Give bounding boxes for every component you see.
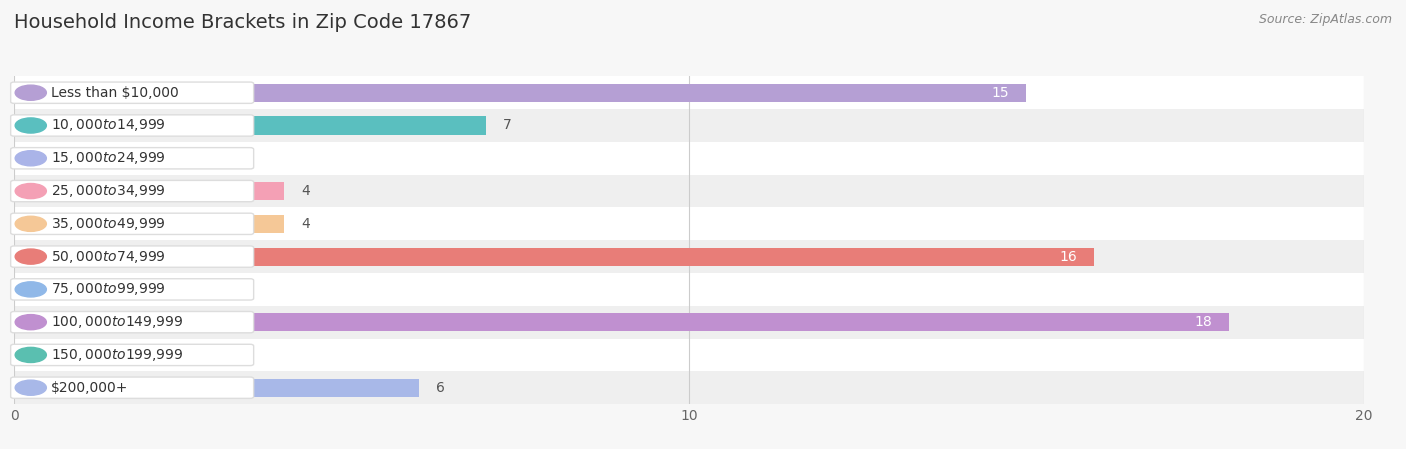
Text: $15,000 to $24,999: $15,000 to $24,999 bbox=[51, 150, 166, 166]
Bar bbox=[14, 175, 1364, 207]
Circle shape bbox=[15, 85, 46, 100]
Text: 0: 0 bbox=[31, 348, 39, 362]
Text: 7: 7 bbox=[503, 119, 512, 132]
Bar bbox=[14, 379, 419, 397]
Bar bbox=[14, 149, 149, 167]
Circle shape bbox=[15, 216, 46, 231]
Circle shape bbox=[15, 315, 46, 330]
Circle shape bbox=[15, 118, 46, 133]
Text: Source: ZipAtlas.com: Source: ZipAtlas.com bbox=[1258, 13, 1392, 26]
Text: 6: 6 bbox=[436, 381, 444, 395]
Bar bbox=[14, 346, 20, 364]
Bar bbox=[14, 371, 1364, 404]
Text: $150,000 to $199,999: $150,000 to $199,999 bbox=[51, 347, 183, 363]
Bar bbox=[14, 280, 149, 299]
Text: $50,000 to $74,999: $50,000 to $74,999 bbox=[51, 249, 166, 264]
Circle shape bbox=[15, 249, 46, 264]
FancyBboxPatch shape bbox=[11, 148, 253, 169]
Text: 2: 2 bbox=[166, 282, 174, 296]
Bar bbox=[14, 273, 1364, 306]
Bar bbox=[14, 247, 1094, 266]
Bar bbox=[14, 313, 1229, 331]
Text: $35,000 to $49,999: $35,000 to $49,999 bbox=[51, 216, 166, 232]
Text: 18: 18 bbox=[1194, 315, 1212, 329]
FancyBboxPatch shape bbox=[11, 213, 253, 234]
Text: Household Income Brackets in Zip Code 17867: Household Income Brackets in Zip Code 17… bbox=[14, 13, 471, 32]
FancyBboxPatch shape bbox=[11, 279, 253, 300]
Bar bbox=[14, 142, 1364, 175]
Text: 4: 4 bbox=[301, 217, 309, 231]
Bar bbox=[14, 76, 1364, 109]
FancyBboxPatch shape bbox=[11, 82, 253, 103]
FancyBboxPatch shape bbox=[11, 377, 253, 398]
Circle shape bbox=[15, 380, 46, 395]
FancyBboxPatch shape bbox=[11, 344, 253, 365]
Bar bbox=[14, 84, 1026, 102]
Circle shape bbox=[15, 184, 46, 198]
Text: 4: 4 bbox=[301, 184, 309, 198]
Text: $75,000 to $99,999: $75,000 to $99,999 bbox=[51, 282, 166, 297]
Circle shape bbox=[15, 151, 46, 166]
Text: $25,000 to $34,999: $25,000 to $34,999 bbox=[51, 183, 166, 199]
Text: $100,000 to $149,999: $100,000 to $149,999 bbox=[51, 314, 183, 330]
Bar bbox=[14, 116, 486, 135]
Text: $10,000 to $14,999: $10,000 to $14,999 bbox=[51, 118, 166, 133]
Bar bbox=[14, 306, 1364, 339]
FancyBboxPatch shape bbox=[11, 246, 253, 267]
Text: 16: 16 bbox=[1059, 250, 1077, 264]
Bar bbox=[14, 240, 1364, 273]
Circle shape bbox=[15, 282, 46, 297]
Bar bbox=[14, 109, 1364, 142]
FancyBboxPatch shape bbox=[11, 312, 253, 333]
Bar bbox=[14, 182, 284, 200]
Text: 2: 2 bbox=[166, 151, 174, 165]
Bar bbox=[14, 215, 284, 233]
Bar bbox=[14, 207, 1364, 240]
Text: Less than $10,000: Less than $10,000 bbox=[51, 86, 179, 100]
FancyBboxPatch shape bbox=[11, 115, 253, 136]
Circle shape bbox=[15, 348, 46, 362]
Bar bbox=[14, 339, 1364, 371]
FancyBboxPatch shape bbox=[11, 180, 253, 202]
Text: $200,000+: $200,000+ bbox=[51, 381, 128, 395]
Text: 15: 15 bbox=[991, 86, 1010, 100]
